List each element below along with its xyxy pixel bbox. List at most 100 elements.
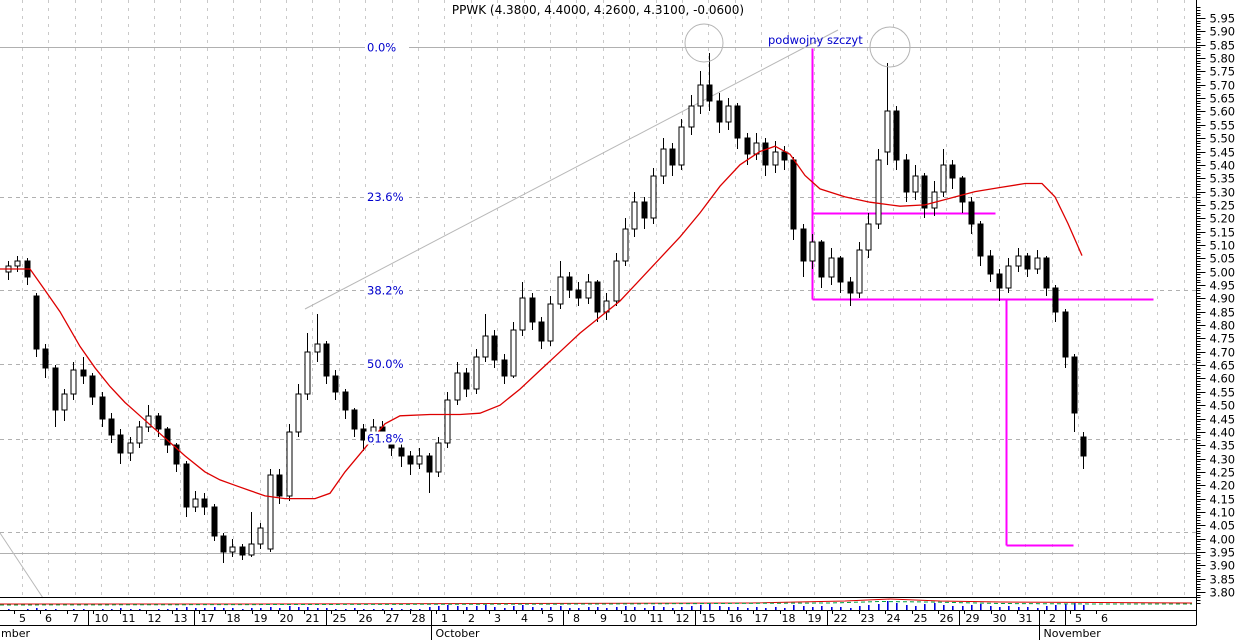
candle-body-up: [416, 455, 423, 465]
day-label: 18: [227, 612, 241, 625]
candle-body-up: [725, 105, 732, 123]
volume-bar: [513, 606, 515, 610]
volume-bar: [634, 607, 636, 610]
day-label: 3: [494, 612, 501, 625]
day-label: 21: [306, 612, 320, 625]
candle-body-up: [136, 426, 143, 444]
y-axis-label: 5.80: [1210, 52, 1236, 66]
day-label: 29: [966, 612, 980, 625]
candle-body-down: [790, 159, 797, 230]
moving-average-line: [0, 145, 1083, 500]
candle-body-up: [1005, 265, 1012, 289]
volume-bar: [775, 607, 777, 610]
candle-body-up: [61, 393, 68, 411]
volume-bar: [709, 604, 711, 610]
candle-body-down: [734, 105, 741, 139]
y-axis-label: 5.35: [1210, 172, 1236, 186]
day-label: 12: [676, 612, 690, 625]
candle-body-down: [276, 474, 283, 497]
candle-body-up: [1034, 257, 1041, 270]
candle-body-down: [762, 142, 769, 166]
day-label: 16: [729, 612, 743, 625]
day-label: 13: [174, 612, 188, 625]
candle-body-up: [444, 399, 451, 444]
y-axis-label: 5.05: [1210, 252, 1236, 266]
candle-body-up: [295, 393, 302, 433]
volume-bar: [73, 609, 75, 610]
candle-body-down: [183, 463, 190, 508]
candle-body-down: [847, 281, 854, 294]
volume-bar: [812, 607, 814, 610]
volume-bar: [1018, 607, 1020, 610]
y-axis-label: 5.30: [1210, 186, 1236, 200]
candle-body-down: [538, 321, 545, 342]
candle-body-up: [940, 164, 947, 193]
volume-bar: [167, 609, 169, 610]
candle-body-up: [547, 303, 554, 342]
candle-body-down: [977, 223, 984, 257]
y-axis-label: 4.45: [1210, 413, 1236, 427]
y-axis-label: 3.90: [1210, 559, 1236, 573]
candle-body-up: [314, 343, 321, 353]
volume-bar: [896, 603, 898, 610]
volume-bar: [1055, 605, 1057, 610]
y-axis-label: 5.25: [1210, 199, 1236, 213]
candle-body-down: [1024, 255, 1031, 270]
volume-bar: [578, 608, 580, 610]
volume-bar: [485, 605, 487, 610]
volume-bar: [317, 608, 319, 610]
volume-bar: [1027, 607, 1029, 610]
day-label: 5: [547, 612, 554, 625]
y-axis-label: 5.75: [1210, 65, 1236, 79]
candle-body-up: [510, 329, 517, 377]
candle-body-up: [435, 442, 442, 473]
candle-body-up: [650, 175, 657, 219]
candle-body-down: [89, 375, 96, 398]
volume-bar: [606, 608, 608, 610]
peak-circles: [684, 23, 911, 68]
y-axis-label: 4.20: [1210, 479, 1236, 493]
candle-body-down: [949, 164, 956, 179]
y-axis-label: 3.80: [1210, 586, 1236, 600]
candle-body-up: [772, 151, 779, 166]
day-label: 2: [1049, 612, 1056, 625]
candle-body-up: [229, 546, 236, 553]
peak-circle-1: [684, 23, 724, 63]
candle-body-down: [706, 84, 713, 102]
month-label-partial: mber: [1, 627, 30, 640]
candle-body-up: [622, 228, 629, 262]
volume-bar: [373, 609, 375, 610]
fib-label: 38.2%: [367, 283, 404, 297]
y-axis-label: 4.15: [1210, 493, 1236, 507]
volume-bar: [952, 606, 954, 610]
volume-bar: [550, 607, 552, 610]
volume-bar: [719, 606, 721, 610]
day-label: 5: [19, 612, 26, 625]
candle-body-up: [1015, 255, 1022, 267]
candle-body-down: [108, 418, 115, 436]
volume-bar: [980, 604, 982, 610]
fibonacci-labels: 0.0% 23.6% 38.2% 50.0% 61.8%: [365, 40, 409, 446]
day-label: 12: [148, 612, 162, 625]
volume-bar: [784, 608, 786, 610]
volume-bar: [859, 606, 861, 610]
volume-bar: [270, 607, 272, 610]
volume-bar: [616, 607, 618, 610]
day-label: 23: [861, 612, 875, 625]
y-axis: 3.803.853.903.954.004.054.104.154.204.25…: [1196, 0, 1236, 626]
volume-bar: [915, 606, 917, 610]
volume-indicator-red: [0, 598, 1193, 605]
volume-bar: [653, 606, 655, 610]
y-axis-label: 4.55: [1210, 386, 1236, 400]
volume-bar: [1083, 605, 1085, 610]
volume-bar: [457, 606, 459, 610]
candle-body-down: [1043, 257, 1050, 289]
day-label: 11: [122, 612, 136, 625]
chart-title: PPWK (4.3800, 4.4000, 4.2600, 4.3100, -0…: [451, 3, 745, 17]
candle-body-down: [566, 276, 573, 291]
volume-bar: [401, 609, 403, 610]
candle-body-down: [463, 372, 470, 390]
y-axis-label: 4.05: [1210, 519, 1236, 533]
volume-bar: [943, 605, 945, 610]
